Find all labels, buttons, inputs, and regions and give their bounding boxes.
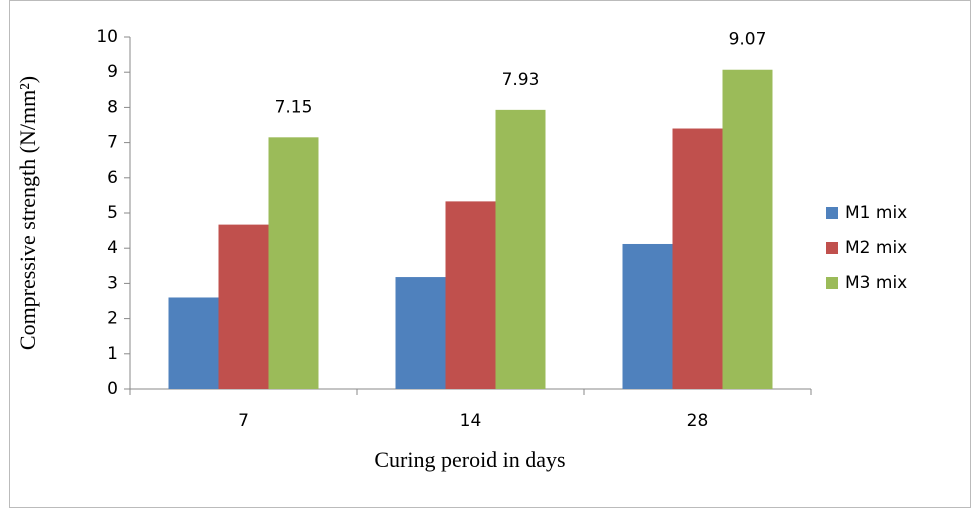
y-tick-label: 0 [107, 379, 118, 399]
bar [395, 277, 446, 389]
legend-label: M1 mix [845, 203, 907, 223]
bar [268, 137, 319, 389]
bar [218, 224, 269, 389]
bar [672, 128, 723, 389]
legend-swatch [826, 242, 838, 254]
data-label: 7.93 [502, 70, 540, 90]
y-tick-label: 1 [107, 344, 118, 364]
data-label: 9.07 [729, 30, 767, 50]
y-tick-label: 3 [107, 273, 118, 293]
legend-swatch [826, 207, 838, 219]
bar [445, 201, 496, 389]
bar [495, 109, 546, 389]
y-tick-label: 8 [107, 97, 118, 117]
legend-swatch [826, 277, 838, 289]
y-tick-label: 9 [107, 62, 118, 82]
bar [168, 297, 219, 389]
legend-label: M2 mix [845, 238, 907, 258]
y-tick-label: 6 [107, 168, 118, 188]
y-tick-label: 2 [107, 309, 118, 329]
y-axis-label: Compressive strength (N/mm²) [15, 76, 40, 350]
legend-label: M3 mix [845, 273, 907, 293]
y-tick-label: 7 [107, 133, 118, 153]
data-label: 7.15 [275, 97, 313, 117]
x-tick-label: 14 [460, 411, 482, 431]
bar [722, 69, 773, 390]
x-tick-label: 7 [238, 411, 249, 431]
y-tick-label: 10 [96, 27, 118, 47]
bar [622, 243, 673, 389]
y-tick-label: 5 [107, 203, 118, 223]
x-tick-label: 28 [687, 411, 709, 431]
x-axis-label: Curing peroid in days [374, 447, 565, 472]
y-tick-label: 4 [107, 238, 118, 258]
